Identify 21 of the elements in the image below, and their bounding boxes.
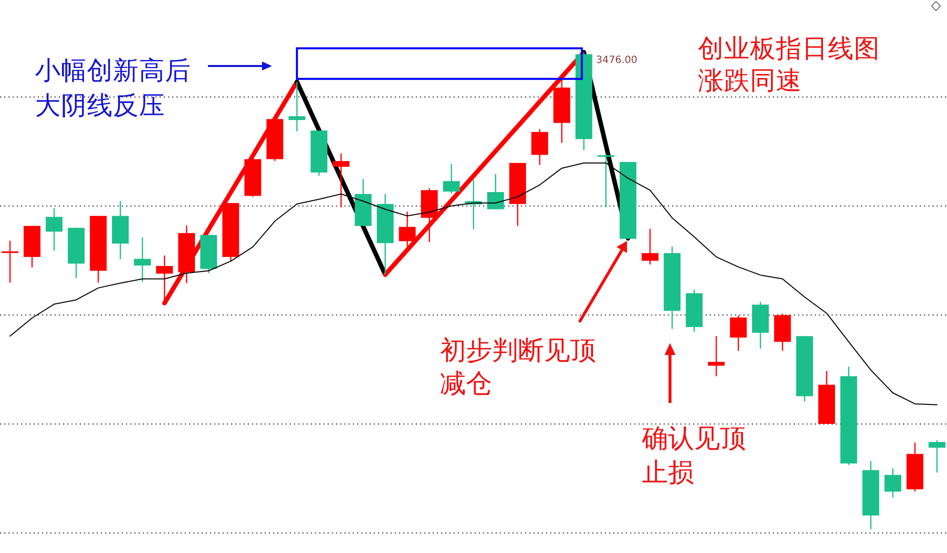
candlestick	[531, 128, 548, 166]
annotation: 小幅创新高后大阴线反压	[35, 56, 191, 121]
candlestick	[730, 315, 747, 352]
text: 涨跌同速	[698, 66, 802, 96]
candlestick	[134, 236, 151, 282]
candlestick	[288, 81, 306, 132]
annotation: 初步判断见顶减仓	[440, 336, 596, 399]
annotation: 3476.00	[596, 55, 638, 66]
candlestick	[398, 211, 416, 248]
candlestick	[332, 152, 350, 208]
candlestick	[884, 468, 902, 498]
chart-title: 创业板指日线图	[698, 34, 880, 64]
candlestick	[642, 228, 658, 266]
candlestick	[598, 153, 614, 208]
annotation: 确认见顶止损	[641, 424, 746, 488]
candlestick	[2, 240, 18, 284]
candlestick	[443, 163, 460, 194]
candlestick	[708, 336, 725, 377]
candlestick	[46, 208, 63, 252]
candlestick	[487, 173, 504, 210]
candlestick	[928, 440, 946, 474]
